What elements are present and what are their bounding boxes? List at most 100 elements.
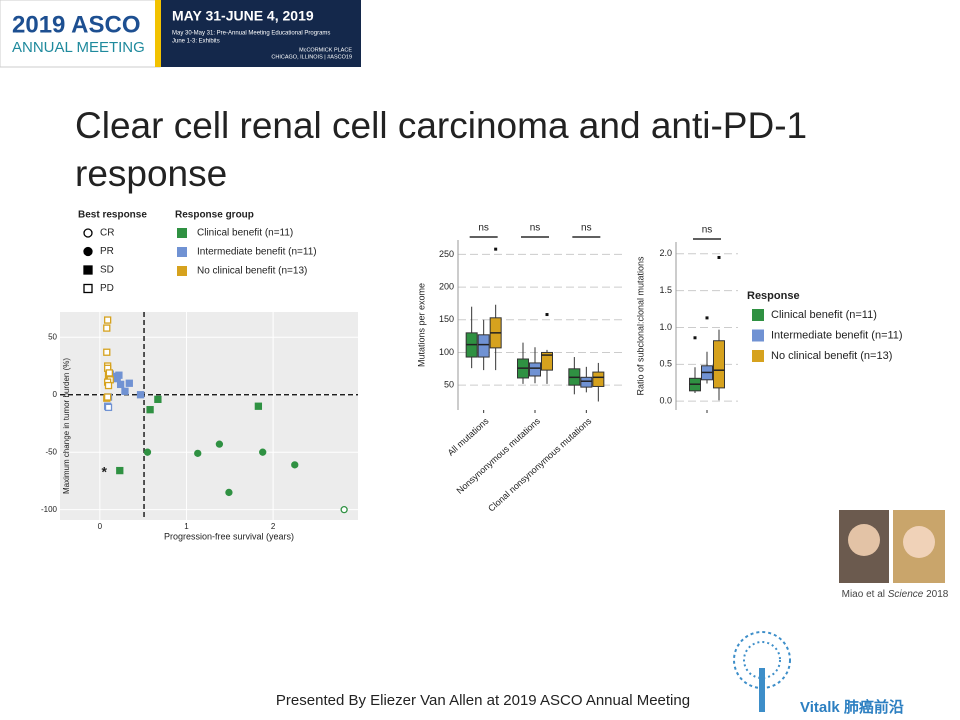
point	[125, 379, 133, 387]
x-axis-label: Progression-free survival (years)	[164, 531, 294, 541]
x-tick-label: 1	[184, 522, 189, 531]
point	[225, 488, 233, 497]
point	[154, 395, 162, 403]
y-tick-label: 250	[439, 249, 454, 259]
legend-marker	[83, 228, 93, 238]
watermark: Vitalk 肺癌前沿	[800, 698, 904, 716]
outlier	[717, 255, 721, 259]
y-axis-label: Mutations per exome	[416, 283, 426, 367]
point	[103, 348, 111, 356]
header-dates: MAY 31-JUNE 4, 2019	[172, 8, 314, 24]
legend-swatch	[752, 350, 764, 362]
x-tick-label: 0	[98, 522, 103, 531]
y-tick-label: 100	[439, 347, 454, 357]
box	[529, 362, 541, 377]
legend-marker	[83, 265, 93, 275]
legend-swatch	[752, 309, 764, 321]
footer: Presented By Eliezer Van Allen at 2019 A…	[276, 692, 690, 709]
y-tick-label: 0	[53, 390, 58, 399]
point	[146, 406, 154, 414]
author-face	[848, 524, 880, 556]
legend-label: No clinical benefit (n=13)	[771, 350, 892, 362]
header-exhibits: June 1-3: Exhibits	[172, 39, 220, 45]
legend-label: No clinical benefit (n=13)	[197, 266, 307, 277]
point	[121, 387, 129, 395]
y-tick-label: 150	[439, 314, 454, 324]
box	[592, 371, 605, 387]
legend-label: PR	[100, 246, 114, 257]
y-tick-label: 50	[48, 332, 57, 341]
legend-title: Response group	[175, 210, 254, 221]
legend-label: Intermediate benefit (n=11)	[771, 329, 903, 341]
x-tick-label: Nonsynonymous mutations	[455, 415, 543, 495]
point	[105, 369, 114, 377]
y-tick-label: 0.0	[659, 396, 672, 406]
y-tick-label: 0.5	[659, 359, 672, 369]
point	[104, 381, 113, 390]
cite-authors: Miao et al	[841, 589, 885, 600]
legend-marker	[83, 283, 93, 294]
significance-label: ns	[478, 223, 489, 234]
header-subtitle: ANNUAL MEETING	[12, 39, 145, 56]
significance-label: ns	[702, 225, 713, 236]
point	[103, 324, 111, 332]
point	[291, 461, 299, 469]
header-logo-box	[0, 0, 161, 68]
header-location: CHICAGO, ILLINOIS | #ASCO19	[271, 54, 352, 60]
plot-background	[60, 312, 358, 520]
point	[103, 393, 112, 401]
point	[254, 402, 263, 410]
annotation: *	[102, 463, 108, 479]
legend-marker	[83, 246, 93, 257]
significance-label: ns	[530, 223, 541, 234]
y-axis-label: Ratio of subclonal:clonal mutations	[635, 256, 645, 396]
box	[477, 334, 490, 358]
header-program: May 30-May 31: Pre-Annual Meeting Educat…	[172, 31, 330, 37]
legend-swatch	[752, 329, 764, 342]
y-tick-label: -50	[45, 447, 57, 456]
point	[103, 316, 112, 324]
y-tick-label: 2.0	[659, 248, 672, 258]
legend-label: SD	[100, 265, 114, 276]
point	[143, 448, 152, 456]
box	[541, 351, 553, 371]
header-venue: McCORMICK PLACE	[299, 47, 352, 53]
y-tick-label: 50	[444, 380, 454, 390]
cite-year: 2018	[926, 589, 949, 600]
citation: Miao et al Science 2018	[820, 589, 960, 600]
outlier	[545, 313, 549, 317]
x-tick-label: All mutations	[446, 415, 491, 457]
slide-title: Clear cell renal cell carcinoma and anti…	[75, 105, 808, 194]
y-tick-label: 200	[439, 281, 454, 291]
y-tick-label: 1.0	[659, 322, 672, 332]
legend-label: Clinical benefit (n=11)	[197, 228, 293, 239]
legend-swatch	[177, 247, 187, 257]
x-tick-label: 2	[271, 522, 276, 531]
header-stripe	[155, 0, 161, 67]
significance-label: ns	[581, 223, 592, 234]
y-axis-label: Maximum change in tumor burden (%)	[62, 358, 71, 494]
point	[340, 506, 348, 514]
legend-label: PD	[100, 283, 114, 294]
box	[580, 376, 593, 388]
outlier	[693, 336, 697, 340]
point	[136, 391, 145, 399]
legend-title: Best response	[78, 210, 147, 221]
cite-journal: Science	[887, 589, 924, 600]
outlier	[705, 316, 709, 320]
point	[215, 440, 224, 448]
header-date-box	[161, 0, 361, 67]
box	[713, 340, 725, 389]
point	[194, 449, 202, 457]
legend-title: Response	[747, 290, 800, 302]
point	[113, 375, 121, 383]
point	[259, 448, 267, 456]
legend-swatch	[177, 266, 187, 276]
legend-label: CR	[100, 228, 114, 239]
header-brand: 2019 ASCO	[12, 11, 141, 38]
y-tick-label: -100	[41, 505, 58, 514]
author-face	[903, 526, 935, 558]
point	[104, 403, 113, 412]
x-tick-label: Clonal nonsynonymous mutations	[486, 415, 593, 513]
